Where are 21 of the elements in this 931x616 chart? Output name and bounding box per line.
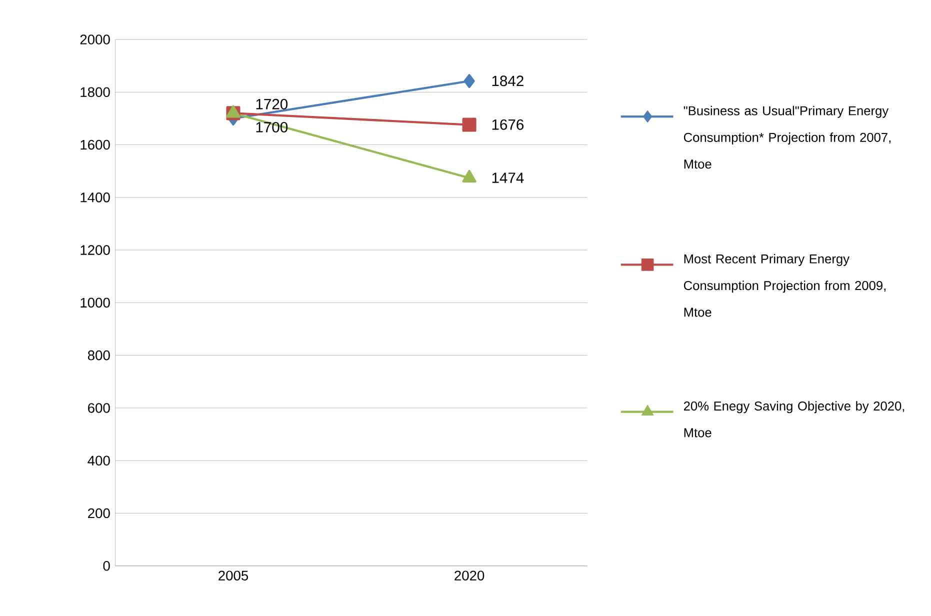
- y-tick-label: 1600: [80, 140, 110, 150]
- data-label: 1676: [492, 119, 524, 130]
- legend-label: "Business as Usual"Primary Energy Consumption* Projection from 2007, Mtoe: [684, 106, 890, 168]
- data-label: 1720: [256, 98, 288, 110]
- y-tick-label: 400: [88, 456, 110, 466]
- y-tick-label: 200: [88, 508, 110, 518]
- y-tick-label: 1800: [80, 87, 110, 97]
- legend-label: Most Recent Primary Energy Consumption Projection from 2009, Mtoe: [684, 254, 886, 317]
- y-tick-label: 0: [103, 560, 110, 571]
- x-tick-label: 2005: [218, 570, 248, 580]
- y-tick-label: 1400: [80, 192, 110, 202]
- y-tick-label: 1200: [80, 245, 110, 255]
- y-tick-label: 800: [88, 350, 110, 360]
- legend-label: 20% Enegy Saving Objective by 2020, Mtoe: [684, 401, 904, 438]
- y-tick-label: 600: [88, 402, 110, 413]
- x-tick-label: 2020: [454, 570, 484, 580]
- data-label: 1700: [256, 122, 288, 132]
- data-label: 1474: [492, 172, 524, 183]
- data-label: 1842: [492, 76, 524, 86]
- y-tick-label: 2000: [80, 34, 110, 44]
- y-tick-label: 1000: [80, 298, 110, 308]
